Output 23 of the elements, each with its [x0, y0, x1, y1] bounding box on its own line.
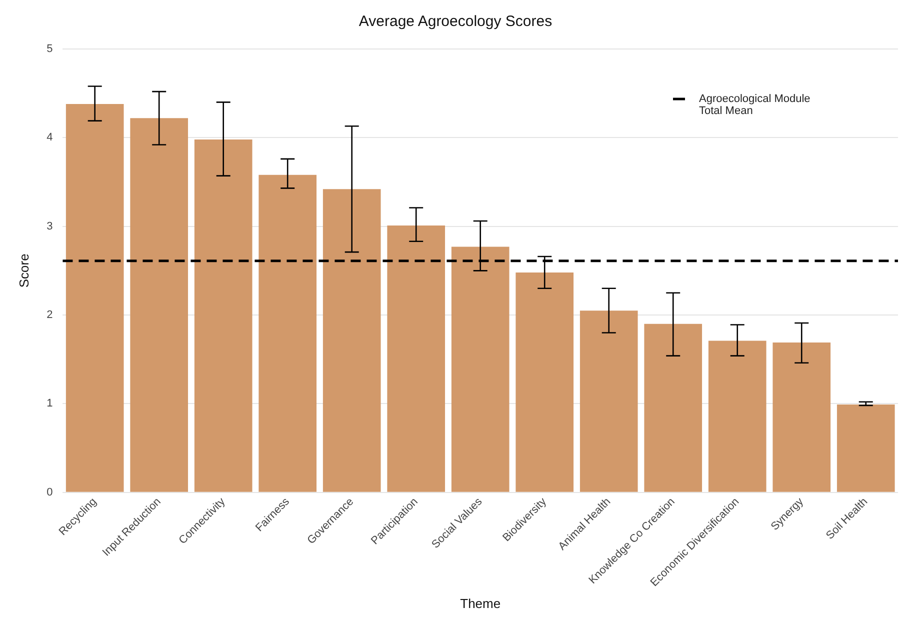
- y-tick-label: 4: [46, 132, 53, 144]
- bar: [772, 342, 831, 492]
- x-axis-title: Theme: [460, 596, 501, 611]
- bar: [387, 225, 446, 492]
- y-tick-label: 2: [46, 309, 53, 322]
- legend-label: Agroecological Module Total Mean: [699, 93, 810, 118]
- bar: [322, 189, 381, 492]
- y-tick-label: 1: [46, 398, 53, 410]
- bar: [194, 139, 252, 492]
- y-tick-label: 5: [46, 43, 53, 56]
- bar: [836, 404, 895, 492]
- bar: [644, 324, 702, 492]
- chart-title: Average Agroecology Scores: [358, 13, 552, 30]
- bar: [258, 174, 317, 492]
- bar: [516, 272, 574, 492]
- y-tick-label: 3: [46, 220, 53, 232]
- bar: [66, 104, 124, 492]
- y-tick-label: 0: [46, 486, 53, 498]
- y-axis-title: Score: [16, 254, 32, 288]
- bar: [451, 246, 510, 492]
- bar: [708, 340, 766, 492]
- bar: [580, 310, 638, 492]
- bar: [130, 118, 188, 492]
